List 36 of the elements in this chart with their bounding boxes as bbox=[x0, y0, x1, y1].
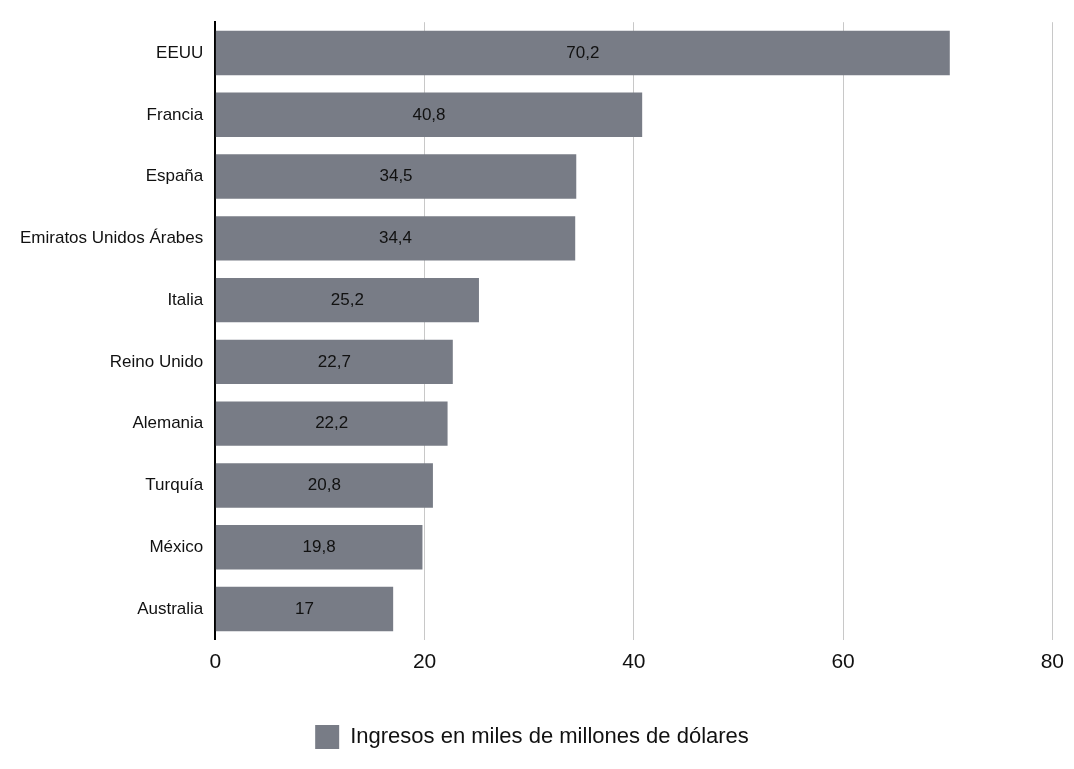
data-label: 22,7 bbox=[317, 351, 351, 371]
y-tick-label: Reino Unido bbox=[109, 351, 204, 371]
x-tick-label: 40 bbox=[622, 649, 646, 673]
y-tick-label: Turquía bbox=[145, 475, 204, 495]
y-tick-label: EEUU bbox=[156, 42, 204, 62]
y-tick-label: Alemania bbox=[132, 413, 204, 433]
x-tick-label: 20 bbox=[412, 649, 437, 673]
y-tick-label: España bbox=[145, 166, 204, 186]
bar bbox=[215, 463, 433, 508]
bar bbox=[215, 339, 453, 385]
bar bbox=[215, 30, 950, 76]
data-label: 70,2 bbox=[566, 42, 600, 62]
y-tick-label: Australia bbox=[137, 598, 204, 618]
y-tick-label: Francia bbox=[146, 104, 204, 124]
x-tick-label: 60 bbox=[831, 649, 855, 673]
y-tick-label: Italia bbox=[167, 289, 204, 309]
data-label: 34,5 bbox=[379, 166, 413, 186]
bar bbox=[215, 586, 394, 632]
data-label: 25,2 bbox=[330, 289, 364, 309]
data-label: 20,8 bbox=[307, 475, 341, 495]
data-label: 34,4 bbox=[378, 228, 413, 248]
data-label: 19,8 bbox=[302, 536, 336, 556]
data-label: 17 bbox=[295, 598, 314, 618]
legend-label: Ingresos en miles de millones de dólares bbox=[350, 723, 749, 749]
data-label: 22,2 bbox=[315, 413, 349, 433]
y-tick-label: Emiratos Unidos Árabes bbox=[19, 228, 204, 248]
bar bbox=[215, 216, 576, 261]
y-tick-label: México bbox=[149, 536, 204, 556]
bar bbox=[215, 92, 643, 138]
x-tick-label: 80 bbox=[1040, 649, 1064, 673]
data-label: 40,8 bbox=[412, 104, 446, 124]
bar bbox=[215, 154, 577, 199]
bar bbox=[215, 277, 479, 323]
bar bbox=[215, 401, 448, 446]
bar bbox=[215, 524, 423, 570]
x-tick-label: 0 bbox=[209, 649, 222, 673]
